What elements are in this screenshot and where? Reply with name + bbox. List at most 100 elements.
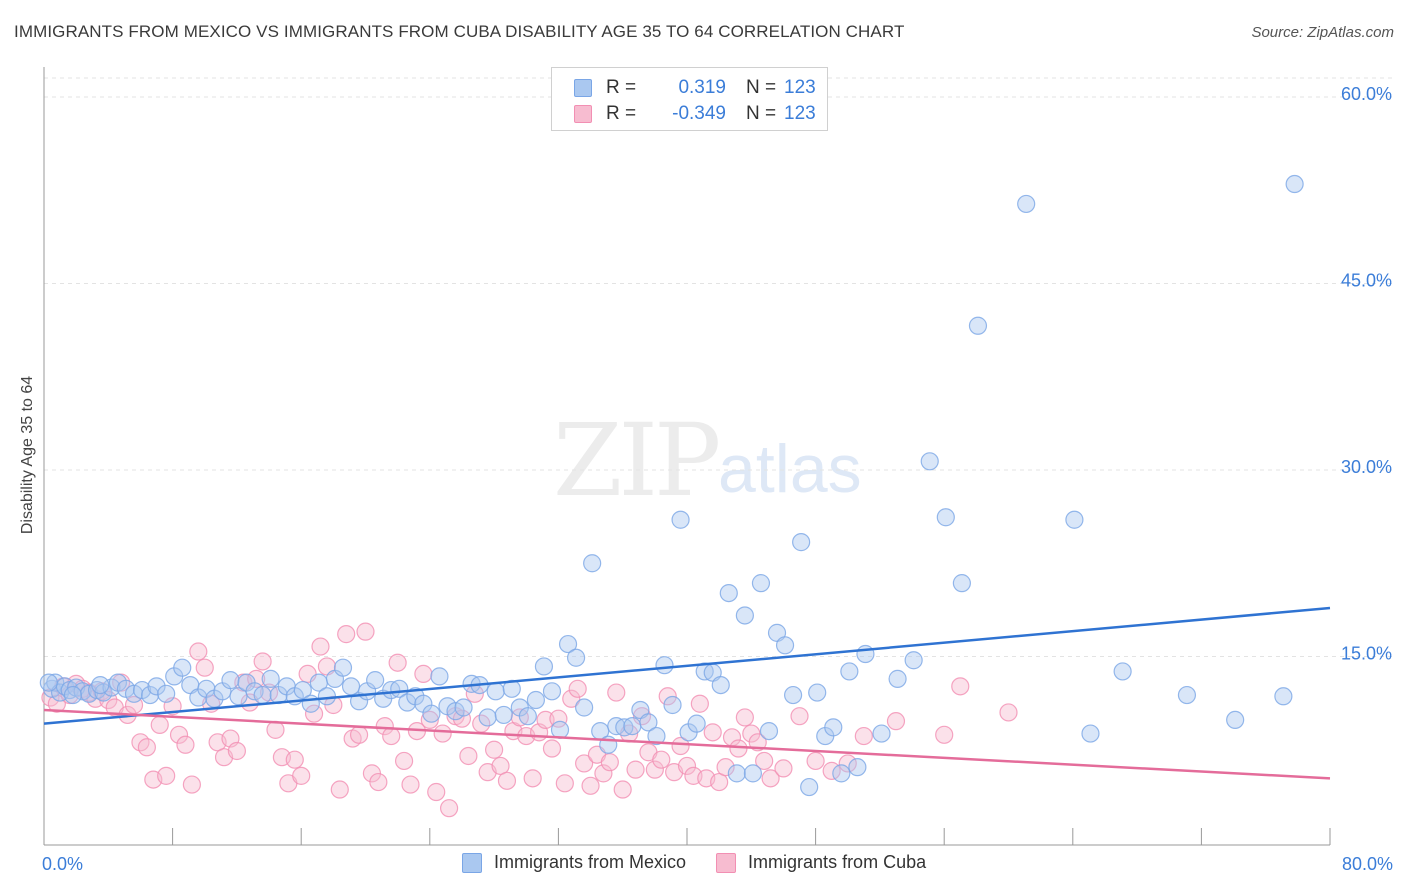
point-cuba [227,741,246,761]
point-cuba [806,751,825,771]
trendline-cuba [43,708,1331,780]
point-cuba [337,625,356,644]
point-cuba [600,753,619,772]
point-cuba [607,683,626,702]
point-cuba [182,775,201,794]
point-mexico [422,704,441,723]
legend-r-label: R = [606,103,637,124]
y-tick-label: 30.0% [1341,457,1392,477]
point-cuba [414,664,433,684]
point-cuba [497,771,517,790]
point-cuba [285,750,304,769]
point-mexico [221,671,240,690]
point-mexico [1285,174,1304,194]
point-mexico [486,682,505,701]
point-mexico [1177,685,1197,705]
legend-swatch-mexico [462,852,482,873]
point-mexico [800,777,819,797]
point-mexico [91,675,110,695]
legend-n-label: N = [746,103,777,124]
point-cuba [195,658,214,677]
point-cuba [568,679,587,698]
point-mexico [1017,194,1036,214]
point-mexico [655,656,674,675]
x-tick-label-min: 0.0% [42,854,83,874]
point-cuba [703,723,722,742]
point-mexico [719,583,738,603]
point-cuba [658,687,677,706]
point-mexico [534,657,554,676]
point-cuba [427,782,446,802]
legend-swatch-cuba [574,105,592,123]
point-cuba [459,746,478,766]
point-cuba [401,775,420,794]
point-cuba [690,694,709,713]
point-cuba [542,739,562,758]
point-cuba [613,780,632,799]
point-mexico [494,705,513,725]
point-cuba [169,725,189,744]
point-cuba [356,622,375,641]
legend-label-cuba: Immigrants from Cuba [748,852,927,872]
point-cuba [774,759,793,778]
point-cuba [677,756,697,776]
y-tick-label: 15.0% [1341,643,1392,663]
watermark-atlas: atlas [718,431,862,507]
series-legend: Immigrants from Mexico Immigrants from C… [462,852,956,873]
point-mexico [147,677,166,696]
legend-r-value-mexico: 0.319 [678,77,726,98]
point-mexico [558,634,578,654]
point-mexico [454,698,473,717]
point-mexico [743,764,763,783]
legend-item-cuba[interactable]: Immigrants from Cuba [716,852,926,873]
point-mexico [920,452,939,471]
point-cuba [369,772,388,792]
point-cuba [838,754,857,773]
point-cuba [581,776,600,795]
point-mexico [840,662,859,681]
point-mexico [39,673,58,692]
point-cuba [729,739,748,758]
legend-item-mexico[interactable]: Immigrants from Mexico [462,852,686,873]
point-mexico [317,687,337,706]
point-mexico [639,713,658,732]
point-mexico [253,685,272,705]
point-mexico [261,669,280,688]
point-mexico [727,764,746,783]
point-cuba [935,725,954,744]
point-mexico [46,673,65,692]
y-tick-label: 60.0% [1341,84,1392,104]
point-cuba [523,769,542,788]
point-cuba [951,677,970,696]
point-cuba [382,726,401,746]
point-cuba [304,704,324,723]
point-cuba [420,710,439,730]
trendline-mexico [43,606,1331,725]
legend-n-label: N = [746,77,777,98]
legend-label-mexico: Immigrants from Mexico [494,852,687,872]
point-cuba [311,637,330,656]
point-cuba [439,799,459,818]
point-cuba [562,689,581,708]
point-cuba [735,708,754,727]
point-mexico [751,574,771,593]
point-mexico [904,651,923,670]
legend-r-label: R = [606,77,637,98]
source-note: Source: ZipAtlas.com [1251,24,1394,41]
legend-swatch-cuba [716,852,737,873]
point-mexico [301,694,320,713]
point-mexico [936,508,955,527]
point-mexico [478,708,497,727]
point-cuba [761,769,780,788]
chart-title: IMMIGRANTS FROM MEXICO VS IMMIGRANTS FRO… [14,22,905,41]
point-mexico [792,533,811,552]
point-mexico [1226,710,1245,730]
point-cuba [150,715,169,734]
point-cuba [755,751,774,771]
point-mexico [711,675,730,695]
point-cuba [536,710,555,730]
point-cuba [645,760,664,779]
point-mexico [157,684,176,703]
point-cuba [575,754,594,773]
